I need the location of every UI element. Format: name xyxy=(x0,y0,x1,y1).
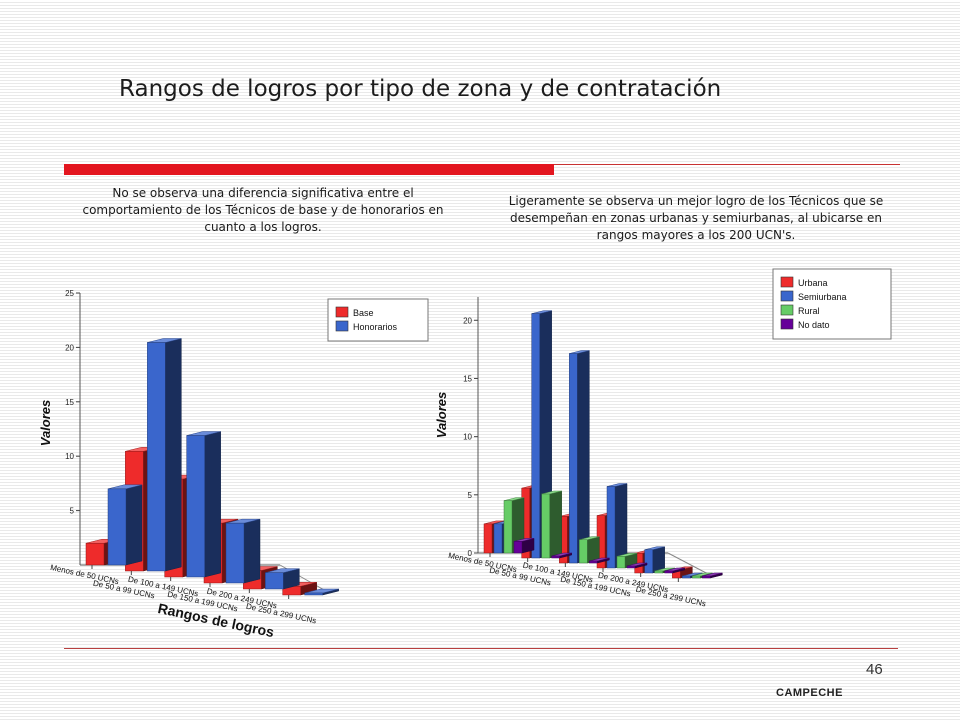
bar-honorarios-6 xyxy=(304,588,339,596)
bar-front xyxy=(513,541,523,554)
bar-side xyxy=(577,350,590,564)
y-tick-label: 0 xyxy=(468,549,473,558)
bar-rural-2 xyxy=(541,490,562,559)
y-tick-label: 5 xyxy=(70,507,75,516)
legend-label-no-dato: No dato xyxy=(798,320,830,330)
bar-front xyxy=(107,488,127,566)
page-number: 46 xyxy=(866,661,883,678)
bar-front xyxy=(682,575,691,579)
bar-front xyxy=(186,435,205,578)
y-tick-label: 15 xyxy=(463,374,472,383)
legend-label-rural: Rural xyxy=(798,306,820,316)
bar-front xyxy=(606,486,616,569)
bar-front xyxy=(483,523,493,554)
bar-honorarios-2 xyxy=(147,338,182,572)
bar-semiurbana-3 xyxy=(569,350,590,564)
bar-front xyxy=(225,522,245,584)
bar-front xyxy=(702,575,711,579)
legend-swatch-semiurbana xyxy=(780,290,794,302)
legend-label-urbana: Urbana xyxy=(798,278,828,288)
y-tick-label: 10 xyxy=(65,452,74,461)
depth-axis-line xyxy=(667,552,711,576)
bar-front xyxy=(644,549,653,574)
y-tick-label: 20 xyxy=(65,343,74,352)
bar-front xyxy=(147,342,166,572)
bar-front xyxy=(493,523,503,554)
bar-side xyxy=(165,338,182,572)
bar-front xyxy=(304,592,323,596)
bar-no-dato-5 xyxy=(664,567,685,574)
bar-front xyxy=(541,493,550,559)
bar-honorarios-1 xyxy=(107,484,143,566)
bar-front xyxy=(551,555,560,559)
bar-front xyxy=(569,353,578,564)
bar-no-dato-4 xyxy=(626,562,648,569)
bar-front xyxy=(265,572,284,590)
y-axis-title: Valores xyxy=(38,400,53,447)
bar-front xyxy=(503,500,513,554)
note-left: No se observa una diferencia significati… xyxy=(82,186,444,234)
bar-rural-3 xyxy=(579,536,600,564)
footer-rule xyxy=(64,648,898,649)
bar-honorarios-4 xyxy=(225,518,261,584)
x-tick-label: De 250 a 299 UCNs xyxy=(635,585,707,609)
bar-front xyxy=(616,556,626,569)
bar-rural-1 xyxy=(503,497,525,554)
bar-front xyxy=(579,539,588,564)
bar-no-dato-3 xyxy=(589,557,610,564)
legend-swatch-urbana xyxy=(780,276,794,288)
bar-side xyxy=(204,431,221,578)
header-accent-bar xyxy=(64,164,554,175)
note-right: Ligeramente se observa un mejor logro de… xyxy=(508,194,884,242)
bar-no-dato-2 xyxy=(551,552,572,559)
bar-side xyxy=(549,490,562,559)
bar-front xyxy=(654,570,663,574)
legend-label-base: Base xyxy=(353,308,374,318)
y-axis-title: Valores xyxy=(434,392,449,439)
bar-honorarios-3 xyxy=(186,431,221,578)
y-tick-label: 25 xyxy=(65,289,74,298)
y-tick-label: 15 xyxy=(65,398,74,407)
footer-label: CAMPECHE xyxy=(776,687,843,699)
legend-label-honorarios: Honorarios xyxy=(353,322,398,332)
bar-no-dato-6 xyxy=(702,572,723,579)
legend-swatch-honorarios xyxy=(335,320,349,332)
y-tick-label: 10 xyxy=(463,433,472,442)
bar-no-dato-1 xyxy=(513,538,535,554)
bar-side xyxy=(243,518,261,584)
bar-front xyxy=(531,313,540,559)
legend-swatch-rural xyxy=(780,304,794,316)
legend-swatch-base xyxy=(335,306,349,318)
bar-front xyxy=(589,560,598,564)
legend: Urbana Semiurbana Rural No dato xyxy=(772,268,892,340)
legend-box xyxy=(327,298,429,342)
y-tick-label: 20 xyxy=(463,316,472,325)
bar-front xyxy=(626,565,636,569)
bar-semiurbana-5 xyxy=(644,546,665,574)
legend-swatch-no-dato xyxy=(780,318,794,330)
legend-label-semiurbana: Semiurbana xyxy=(798,292,847,302)
bar-front xyxy=(692,575,701,579)
bar-honorarios-5 xyxy=(265,568,300,590)
legend: Base Honorarios xyxy=(327,298,429,342)
page-title: Rangos de logros por tipo de zona y de c… xyxy=(119,76,722,102)
bar-side xyxy=(125,484,143,566)
y-tick-label: 5 xyxy=(468,491,473,500)
bar-front xyxy=(85,542,105,566)
bar-front xyxy=(664,570,673,574)
